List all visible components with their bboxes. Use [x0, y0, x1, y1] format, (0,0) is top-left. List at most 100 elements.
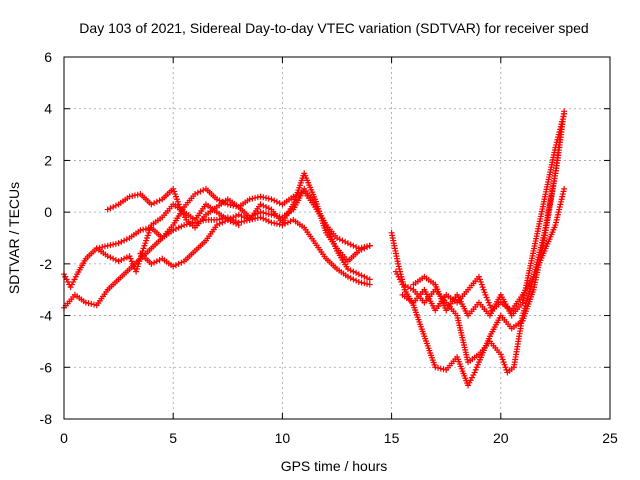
data-point [96, 244, 103, 251]
chart-title: Day 103 of 2021, Sidereal Day-to-day VTE… [79, 20, 588, 36]
data-point [197, 188, 204, 195]
y-axis-label: SDTVAR / TECUs [6, 182, 22, 294]
y-tick-label: -4 [40, 308, 53, 324]
data-point [118, 238, 125, 245]
data-point [222, 200, 229, 207]
data-point [561, 185, 568, 192]
data-point [273, 220, 280, 227]
data-point [178, 223, 185, 230]
data-point [181, 222, 188, 229]
data-point [219, 198, 226, 205]
data-point [137, 227, 144, 234]
data-point [104, 242, 111, 249]
data-point [366, 276, 373, 283]
data-point [126, 193, 133, 200]
data-point [104, 253, 111, 260]
series-track-h [399, 118, 565, 314]
data-point [219, 219, 226, 226]
series-track-a [61, 214, 373, 311]
data-point [366, 281, 373, 288]
plot-frame [63, 56, 611, 420]
data-point [336, 236, 343, 243]
data-point [402, 282, 409, 289]
data-point [172, 262, 179, 269]
data-point [153, 258, 160, 265]
data-point [353, 277, 360, 284]
data-point [91, 301, 98, 308]
data-point [175, 224, 182, 231]
data-point [241, 214, 248, 221]
x-tick-label: 0 [60, 430, 68, 446]
data-point [339, 237, 346, 244]
data-point [276, 213, 283, 220]
data-point [257, 209, 264, 216]
data-point [358, 244, 365, 251]
data-point [172, 225, 179, 232]
data-point [404, 284, 411, 291]
data-point [252, 211, 259, 218]
x-tick-label: 20 [493, 430, 509, 446]
data-point [265, 211, 272, 218]
data-point [153, 198, 160, 205]
data-point [353, 269, 360, 276]
data-point [298, 189, 305, 196]
data-point [263, 216, 270, 223]
data-point [110, 241, 117, 248]
data-point [293, 192, 300, 199]
data-point [407, 285, 414, 292]
data-point [437, 365, 444, 372]
data-point [107, 205, 114, 212]
data-point [112, 240, 119, 247]
data-point [232, 213, 239, 220]
data-point [115, 240, 122, 247]
data-point [263, 210, 270, 217]
data-point [353, 244, 360, 251]
y-tick-label: -8 [40, 411, 53, 427]
data-point [238, 213, 245, 220]
data-point [260, 209, 267, 216]
data-point [334, 235, 340, 241]
data-point [364, 243, 371, 250]
data-point [232, 203, 239, 210]
data-point [134, 191, 141, 198]
data-point [216, 220, 223, 227]
data-point [112, 256, 119, 263]
data-point [148, 260, 155, 267]
data-point [257, 214, 264, 221]
data-point [284, 219, 291, 226]
x-tick-label: 10 [275, 430, 291, 446]
series-track-e [137, 216, 242, 270]
data-point [347, 267, 354, 274]
data-point [213, 216, 220, 223]
data-point [399, 281, 406, 288]
data-point [366, 242, 373, 249]
y-tick-label: -6 [40, 359, 53, 375]
data-point [257, 201, 264, 208]
data-point [252, 194, 259, 201]
data-point [216, 197, 223, 204]
data-point [358, 272, 365, 279]
data-point [235, 222, 242, 229]
data-point [151, 200, 158, 207]
data-point [151, 259, 158, 266]
data-point [364, 280, 371, 287]
data-point [178, 259, 185, 266]
series-track-d [93, 185, 373, 252]
data-point [344, 240, 351, 247]
data-point [347, 241, 354, 248]
data-point [107, 254, 114, 261]
data-point [257, 193, 264, 200]
data-point [107, 242, 114, 249]
data-point [268, 219, 275, 226]
data-point [263, 203, 270, 210]
data-point [145, 225, 152, 232]
x-tick-label: 25 [602, 430, 618, 446]
data-point [93, 245, 100, 252]
data-point [121, 255, 128, 262]
data-point [213, 222, 220, 229]
data-point [140, 226, 147, 233]
series-track-g [392, 185, 568, 376]
data-point [432, 364, 439, 371]
data-point [82, 299, 89, 306]
